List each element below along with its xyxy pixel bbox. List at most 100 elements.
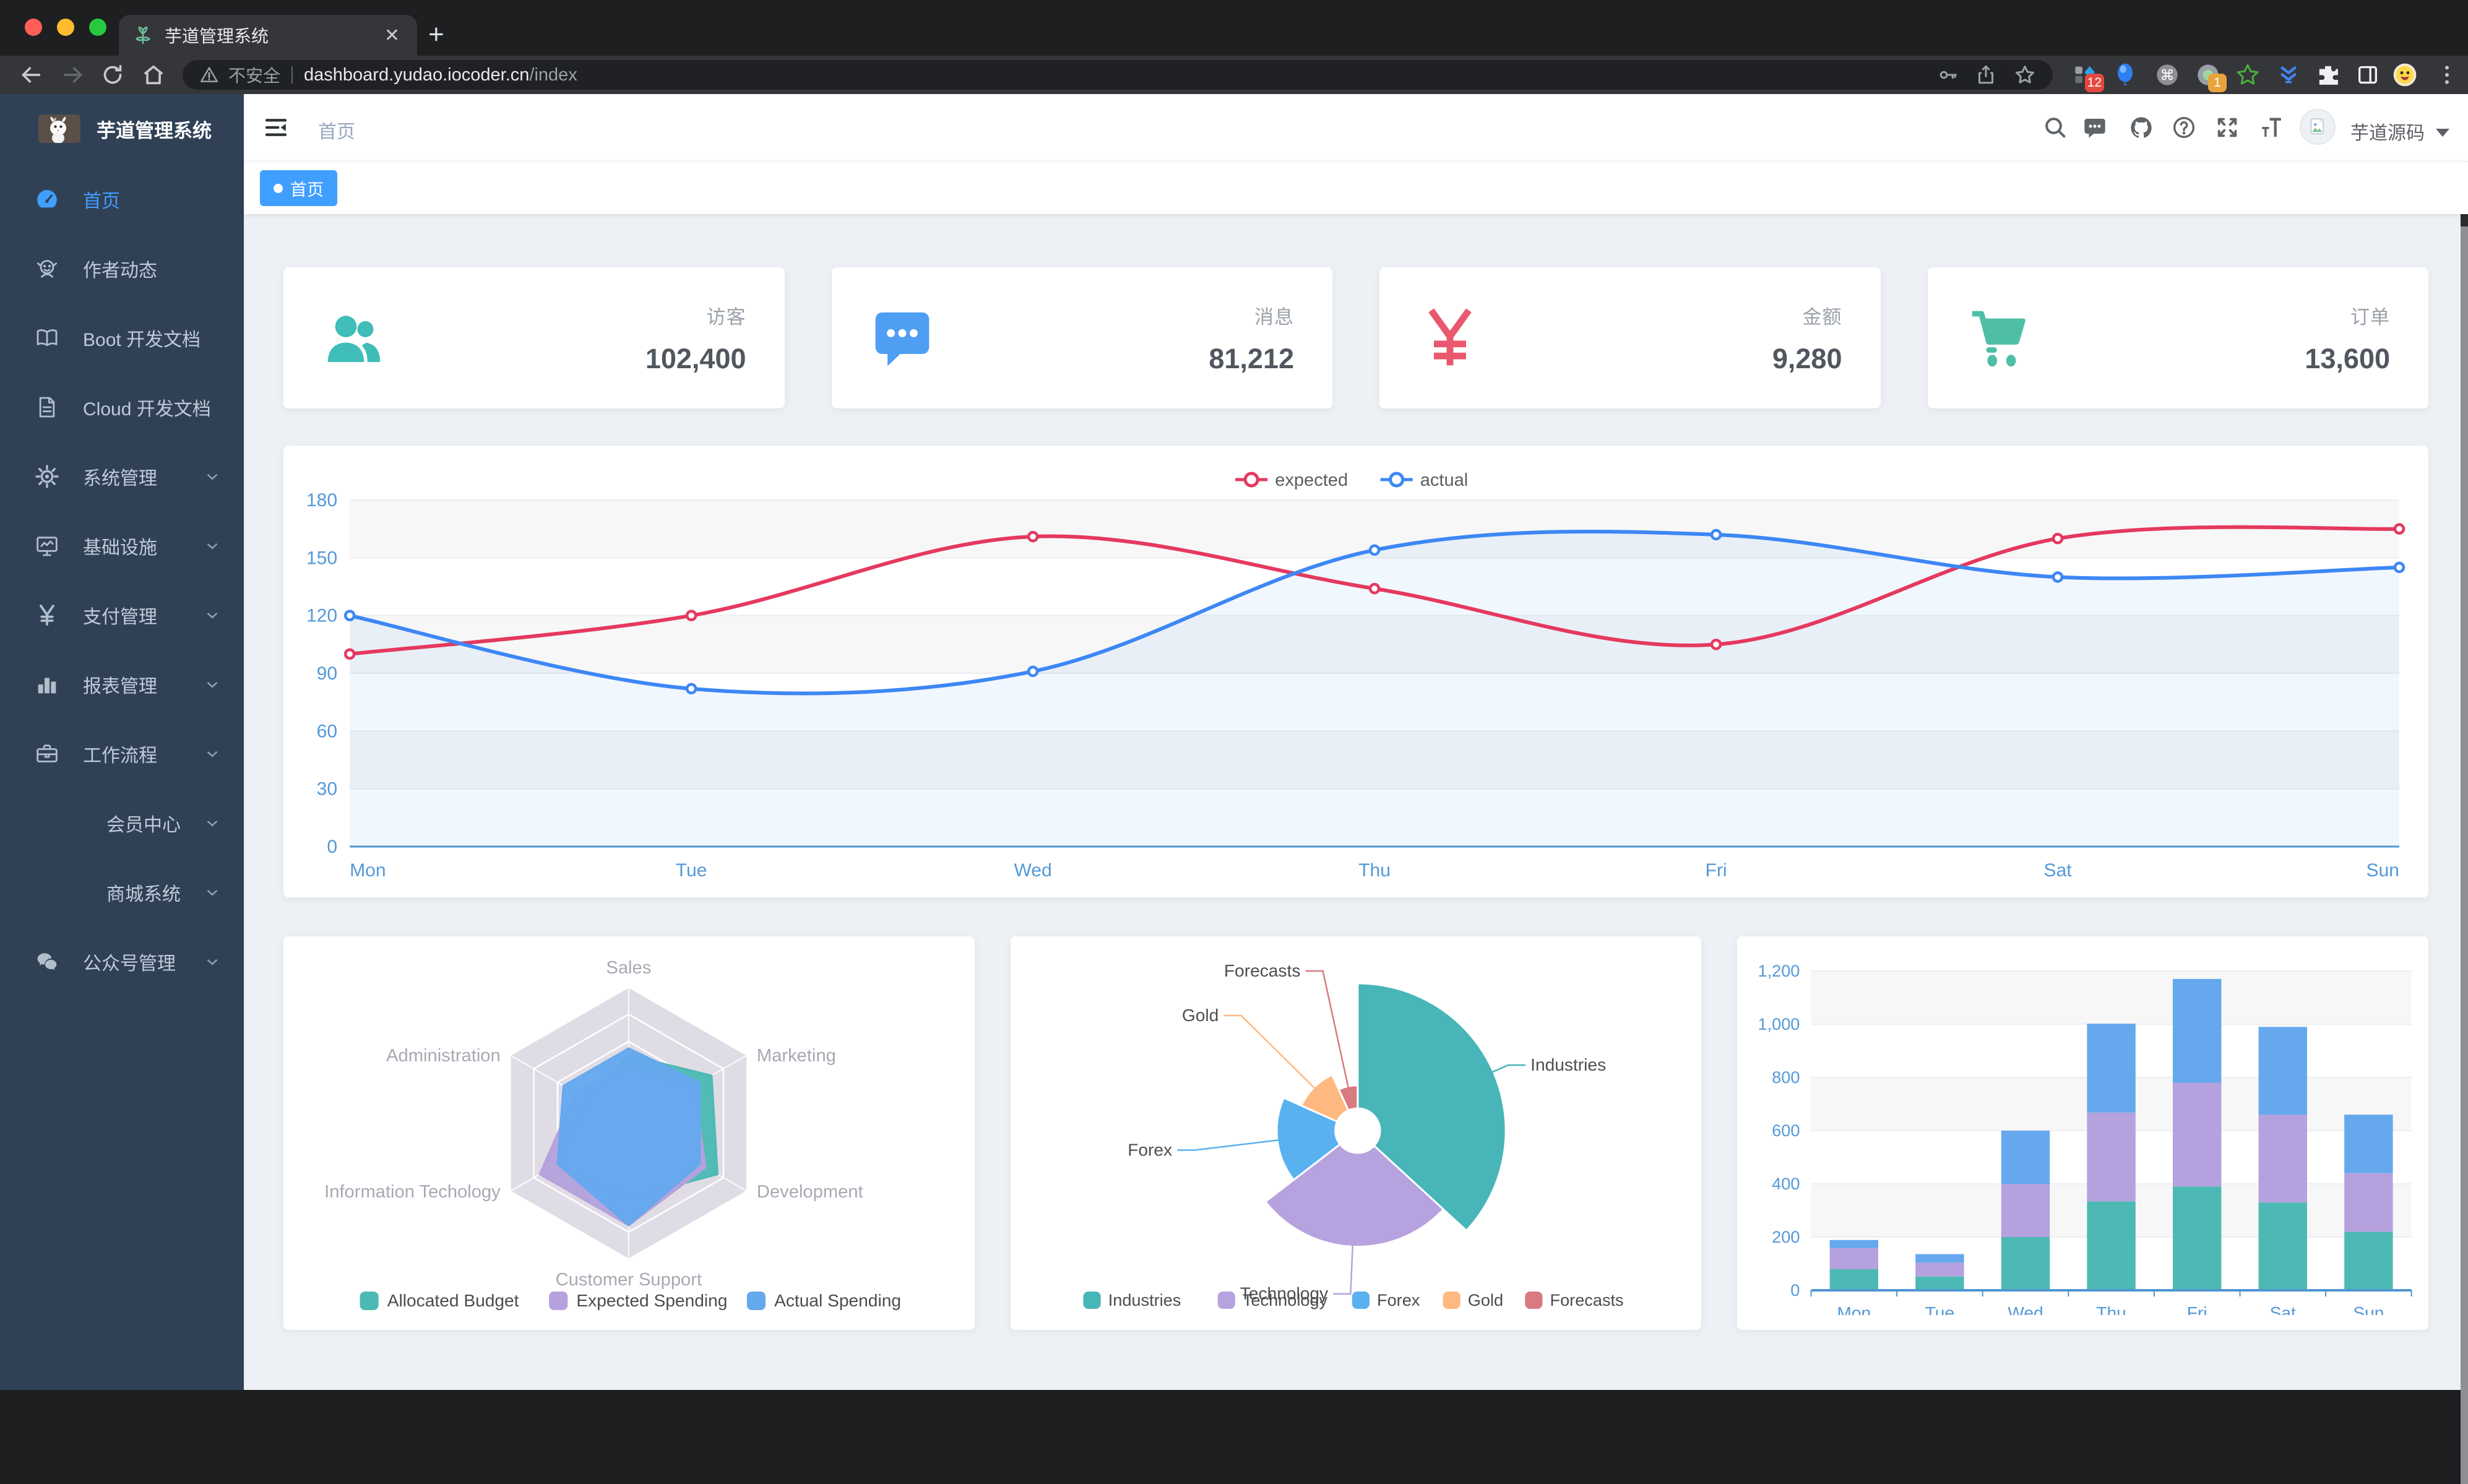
sidebar-item-label: Boot 开发文档 [83, 330, 201, 350]
chevron-down-icon [203, 952, 222, 971]
insecure-warning-icon[interactable] [199, 64, 220, 85]
svg-text:1,000: 1,000 [1758, 1014, 1800, 1033]
stat-card-1[interactable]: 消息 81,212 [831, 267, 1332, 408]
password-key-icon[interactable] [1936, 64, 1959, 86]
svg-text:Sun: Sun [2354, 1303, 2384, 1315]
back-icon[interactable] [19, 63, 43, 87]
sidebar-item-2[interactable]: Boot 开发文档 [0, 303, 244, 373]
chevron-down-icon [203, 675, 222, 694]
extension-badge: 12 [2084, 74, 2104, 92]
sidebar-item-8[interactable]: 工作流程 [0, 719, 244, 788]
svg-text:Expected Spending: Expected Spending [576, 1291, 727, 1310]
app-header: 首页 芋道源码 [244, 94, 2468, 161]
extension-blue-diamond-icon[interactable]: 12 [2073, 63, 2104, 92]
chevron-down-icon [203, 883, 222, 902]
github-icon[interactable] [2129, 115, 2154, 140]
browser-tab[interactable]: 芋道管理系统 ✕ [119, 15, 417, 56]
browser-tab-strip: 芋道管理系统 ✕ + [0, 0, 2468, 56]
extension-command-icon[interactable]: ⌘ [2155, 63, 2180, 87]
browser-menu-icon[interactable] [2435, 63, 2459, 87]
extension-badge: 1 [2208, 74, 2227, 92]
font-size-icon[interactable] [2259, 115, 2284, 140]
svg-text:Thu: Thu [2097, 1303, 2126, 1315]
home-icon[interactable] [141, 63, 166, 87]
bar-chart-card: Mon Tue Wed Thu Fri Sat Sun 0 200 400 600 800 1,000 1… [1737, 936, 2429, 1330]
search-icon[interactable] [2043, 115, 2068, 140]
side-panel-icon[interactable] [2355, 63, 2380, 87]
people-icon [35, 256, 59, 281]
stat-card-2[interactable]: 金额 9,280 [1379, 267, 1881, 408]
sidebar-item-4[interactable]: 系统管理 [0, 442, 244, 511]
svg-text:Mon: Mon [1837, 1303, 1871, 1315]
svg-text:400: 400 [1772, 1174, 1800, 1193]
sidebar-item-0[interactable]: 首页 [0, 165, 244, 234]
svg-text:Customer Support: Customer Support [556, 1270, 702, 1290]
svg-text:Industries: Industries [1530, 1055, 1606, 1074]
traffic-lights [25, 19, 106, 36]
stat-card-0[interactable]: 访客 102,400 [283, 267, 785, 408]
svg-text:150: 150 [306, 548, 337, 568]
breadcrumb[interactable]: 首页 [318, 122, 355, 142]
page-scrollbar[interactable] [2461, 188, 2468, 1484]
sidebar-item-label: 商城系统 [106, 884, 181, 905]
tag-home[interactable]: 首页 [260, 170, 337, 206]
user-dropdown-caret-icon[interactable] [2436, 129, 2449, 137]
help-icon[interactable] [2172, 115, 2196, 140]
sidebar-item-1[interactable]: 作者动态 [0, 234, 244, 303]
address-bar[interactable]: 不安全 dashboard.yudao.iocoder.cn /index [183, 60, 2053, 90]
reload-icon[interactable] [100, 63, 125, 87]
sidebar-item-6[interactable]: 支付管理 [0, 580, 244, 650]
message-icon[interactable] [2082, 115, 2107, 140]
minimize-window-button[interactable] [57, 19, 74, 36]
sidebar-item-label: 会员中心 [106, 815, 181, 835]
bottom-charts-row: Sales Administration Information Techology… [283, 936, 2429, 1330]
sidebar-item-5[interactable]: 基础设施 [0, 511, 244, 580]
hamburger-icon[interactable] [264, 115, 288, 140]
stat-card-3[interactable]: 订单 13,600 [1927, 267, 2428, 408]
sidebar-item-3[interactable]: Cloud 开发文档 [0, 373, 244, 442]
share-icon[interactable] [1975, 64, 1997, 86]
monitor-icon [35, 533, 59, 558]
bookmark-star-icon[interactable] [2013, 63, 2037, 87]
forward-icon[interactable] [61, 63, 85, 87]
sidebar-menu: 首页 作者动态 Boot 开发文档 Cloud 开发文档 系统管理 基础设施 支付管理 报表管… [0, 165, 244, 996]
svg-text:Sales: Sales [606, 958, 651, 978]
user-avatar[interactable] [2300, 109, 2336, 145]
pie-chart-card: Industries Technology Forex Gold Forecasts In… [1010, 936, 1702, 1330]
svg-text:Marketing: Marketing [757, 1046, 836, 1066]
svg-text:Forecasts: Forecasts [1224, 961, 1301, 980]
fullscreen-icon[interactable] [2215, 115, 2240, 140]
dashboard-content: 访客 102,400 消息 81,212 金额 9,280 订单 13,600 … [244, 214, 2468, 1390]
new-tab-button[interactable]: + [428, 19, 444, 50]
svg-text:800: 800 [1772, 1068, 1800, 1087]
extension-blue-chevrons-icon[interactable] [2276, 63, 2301, 87]
sidebar-item-11[interactable]: 公众号管理 [0, 927, 244, 996]
svg-text:Administration: Administration [386, 1046, 501, 1066]
extension-green-star-icon[interactable] [2235, 63, 2260, 87]
extension-balloon-icon[interactable] [2113, 63, 2138, 87]
sidebar-item-9[interactable]: 会员中心 [0, 788, 244, 858]
svg-text:Thu: Thu [1358, 860, 1391, 879]
stat-label: 订单 [2350, 306, 2390, 328]
radar-chart[interactable]: Sales Administration Information Techology… [298, 951, 960, 1315]
extensions-puzzle-icon[interactable] [2316, 63, 2341, 87]
svg-text:Actual Spending: Actual Spending [774, 1291, 901, 1310]
app-logo: 芋道管理系统 [0, 94, 244, 163]
maximize-window-button[interactable] [89, 19, 106, 36]
svg-text:Forecasts: Forecasts [1550, 1290, 1623, 1309]
money-icon [1418, 306, 1482, 370]
close-window-button[interactable] [25, 19, 42, 36]
extension-recorder-icon[interactable]: 1 [2196, 63, 2227, 92]
bar-chart[interactable]: Mon Tue Wed Thu Fri Sat Sun 0 200 400 600 800 1,000 1… [1752, 951, 2414, 1315]
pie-chart[interactable]: Industries Technology Forex Gold Forecasts In… [1025, 951, 1687, 1315]
sidebar-item-7[interactable]: 报表管理 [0, 650, 244, 719]
profile-avatar-icon[interactable] [2392, 63, 2417, 87]
sidebar-item-10[interactable]: 商城系统 [0, 858, 244, 927]
tab-close-icon[interactable]: ✕ [384, 25, 400, 46]
browser-toolbar: 不安全 dashboard.yudao.iocoder.cn /index 12… [0, 56, 2468, 94]
scrollbar-thumb[interactable] [2461, 226, 2468, 1484]
user-name[interactable]: 芋道源码 [2350, 123, 2425, 144]
line-chart[interactable]: 0 30 60 90 120 150 180 Mon Tue Wed Thu Fri Sat Sun exp… [302, 464, 2410, 879]
tab-title: 芋道管理系统 [165, 27, 269, 46]
svg-text:Tue: Tue [676, 860, 707, 879]
